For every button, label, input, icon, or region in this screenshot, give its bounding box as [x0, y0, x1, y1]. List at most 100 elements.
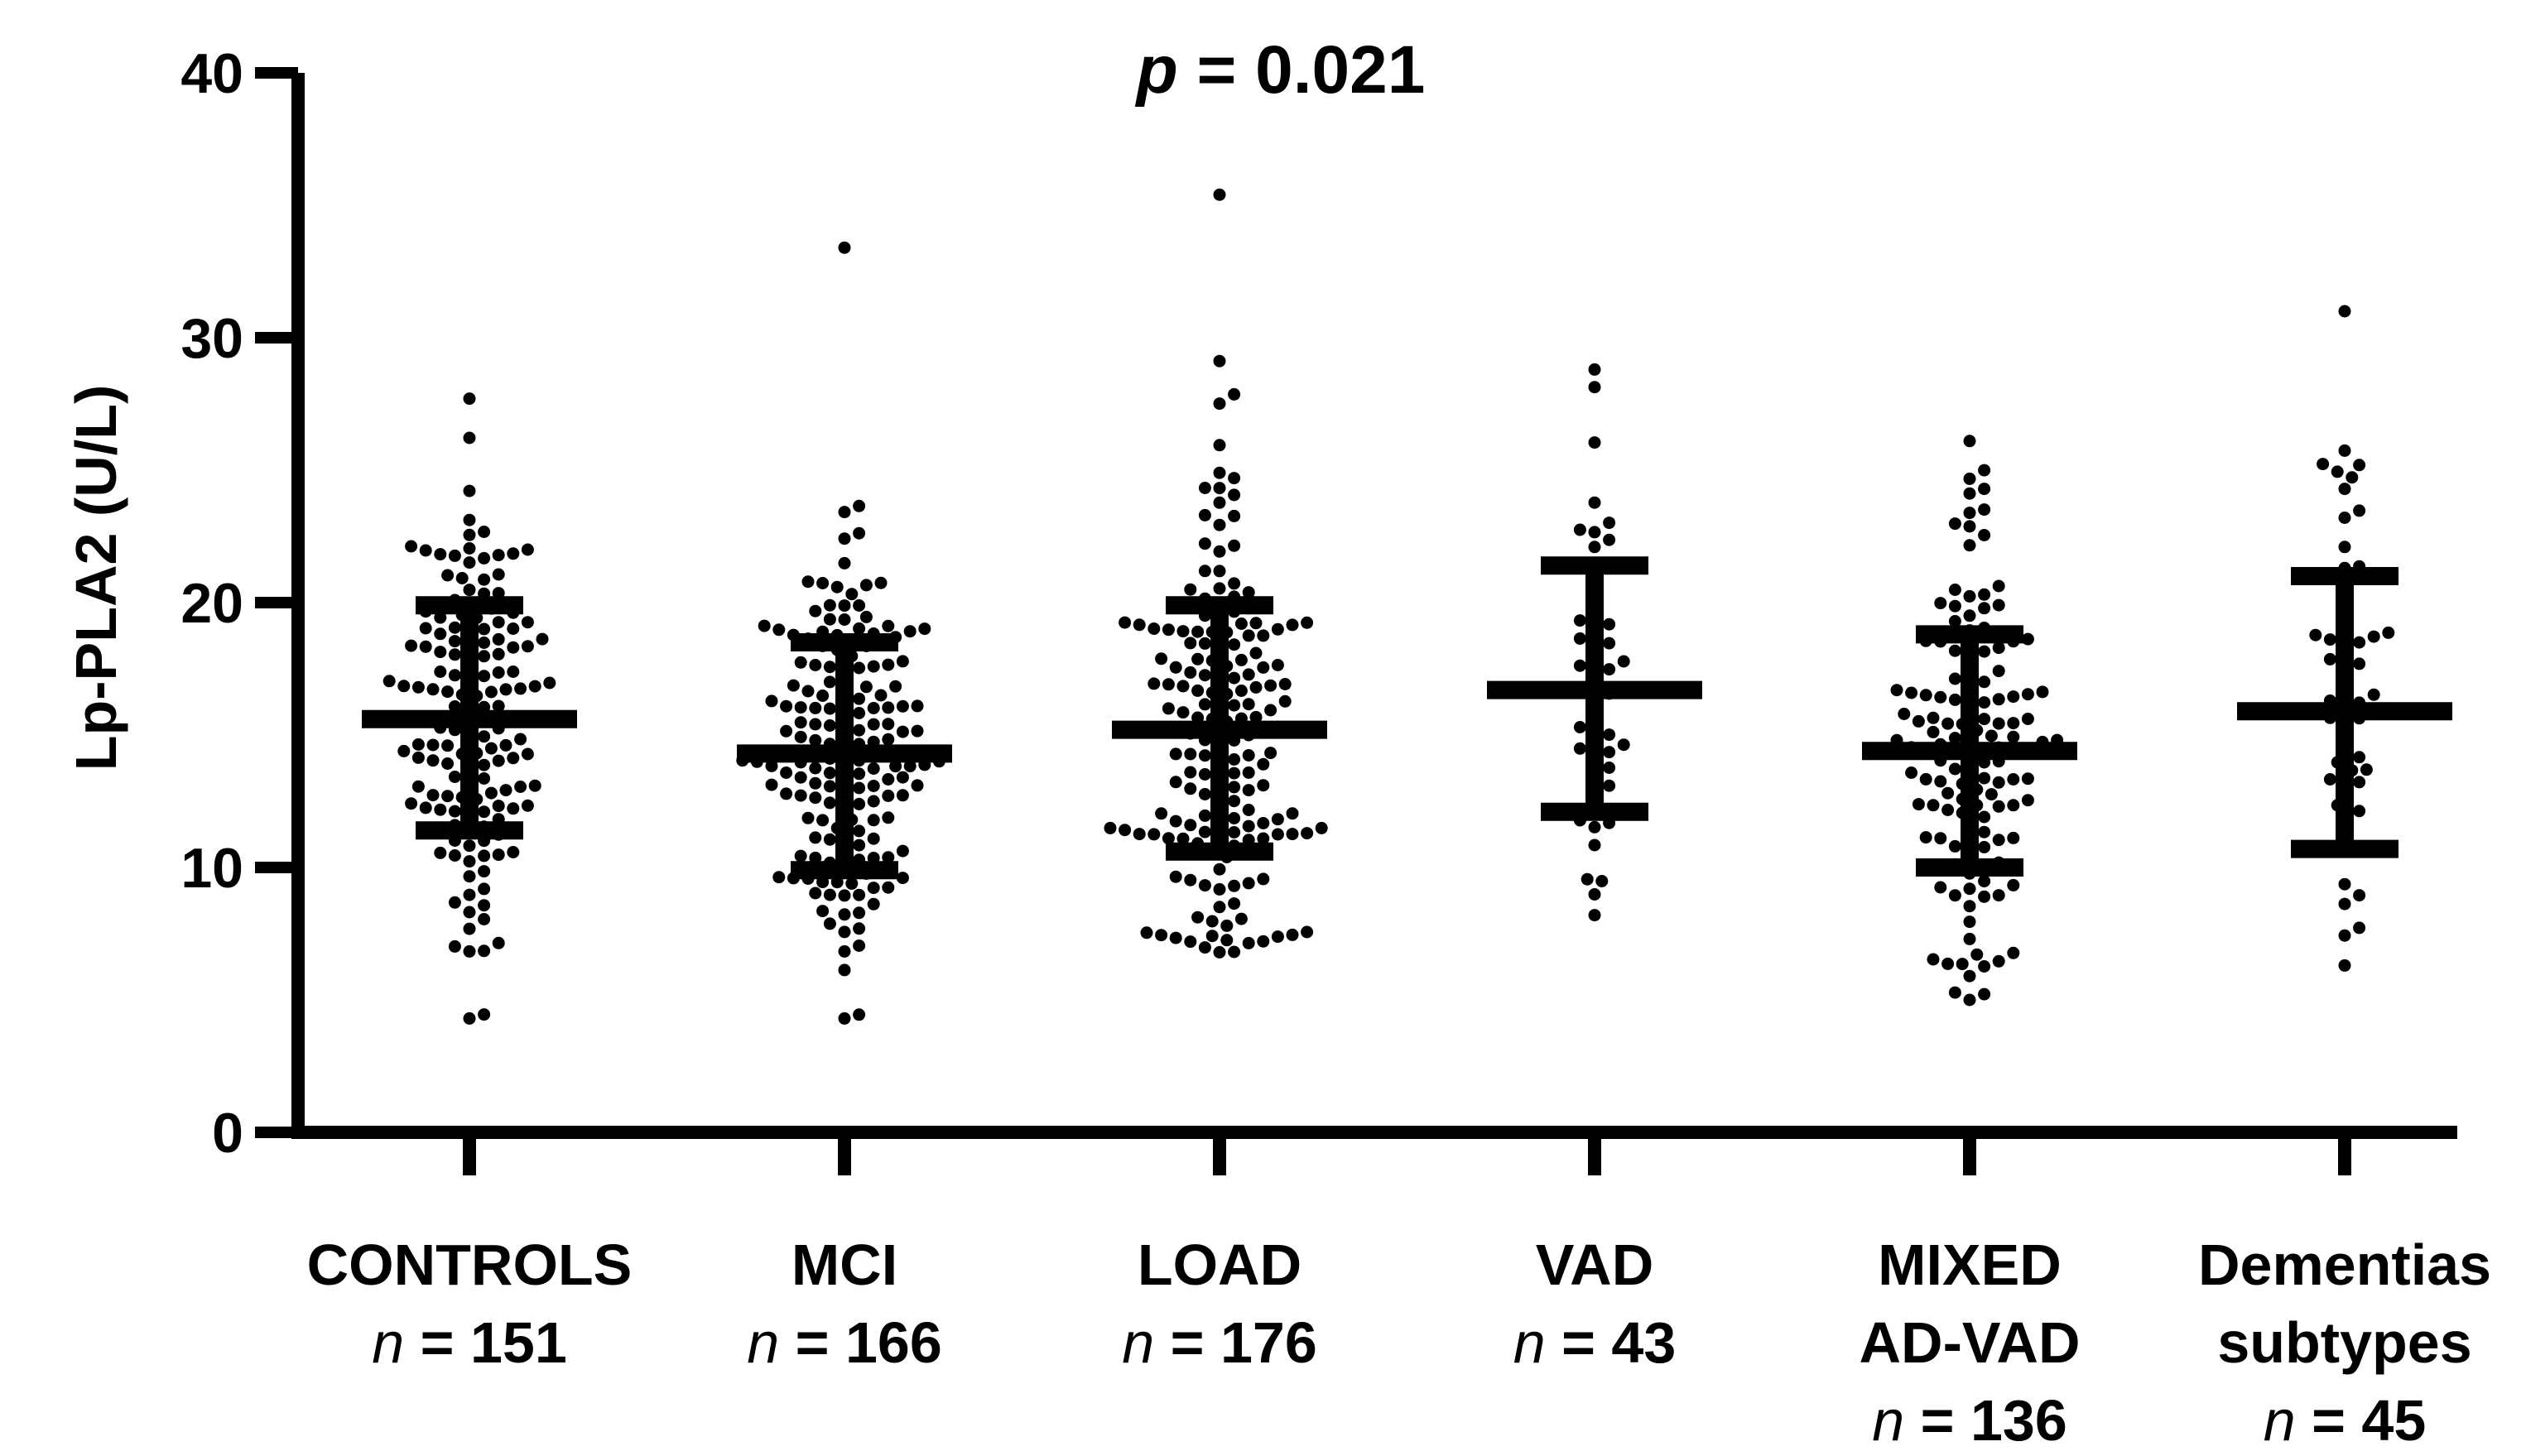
data-point — [478, 805, 491, 819]
data-point — [853, 797, 866, 810]
data-point — [1992, 954, 2005, 968]
data-point — [838, 944, 851, 958]
data-point — [1271, 659, 1284, 671]
data-point — [1963, 539, 1976, 552]
data-point — [853, 723, 866, 737]
data-point — [896, 872, 909, 885]
data-point — [2353, 657, 2366, 670]
data-point — [1588, 820, 1601, 834]
data-point — [809, 733, 822, 747]
data-point — [405, 639, 418, 652]
data-point — [1934, 597, 1947, 610]
data-point — [463, 944, 476, 958]
data-point — [809, 701, 822, 714]
data-point — [816, 905, 830, 918]
data-point — [419, 622, 432, 635]
data-point — [492, 800, 505, 813]
data-point — [499, 738, 512, 752]
data-point — [1286, 807, 1299, 820]
data-point — [1234, 653, 1248, 666]
data-point — [859, 579, 873, 592]
data-point — [1242, 819, 1255, 833]
data-point — [1992, 598, 2005, 612]
data-point — [1970, 948, 1984, 961]
data-point — [1963, 487, 1976, 500]
data-point — [1948, 732, 1961, 745]
data-point — [896, 655, 909, 668]
data-point — [492, 616, 505, 629]
data-point — [1176, 680, 1190, 693]
data-point — [521, 616, 534, 629]
data-point — [478, 913, 491, 925]
data-point — [2353, 459, 2366, 472]
data-point — [448, 621, 461, 634]
data-point — [1198, 879, 1211, 892]
data-point — [780, 699, 793, 713]
data-point — [2360, 763, 2373, 776]
data-point — [1956, 958, 1969, 971]
data-point — [478, 865, 491, 878]
data-point — [1228, 699, 1241, 712]
data-point — [780, 724, 793, 738]
y-tick-label: 40 — [180, 42, 243, 105]
data-point — [1948, 517, 1961, 531]
data-point — [492, 848, 505, 862]
data-point — [823, 833, 836, 846]
data-point — [809, 659, 822, 671]
data-point — [1264, 704, 1277, 717]
data-point — [1169, 870, 1182, 883]
data-point — [1213, 496, 1226, 509]
sample-size-label: n = 43 — [1513, 1310, 1677, 1375]
data-point — [419, 544, 432, 557]
data-point — [853, 922, 866, 935]
data-point — [889, 680, 902, 693]
data-point — [1264, 747, 1277, 760]
data-point — [1963, 993, 1976, 1007]
data-point — [441, 739, 455, 752]
data-point — [1927, 711, 1940, 724]
data-point — [1948, 672, 1961, 685]
category-label: Dementias — [2198, 1233, 2491, 1297]
data-point — [1588, 839, 1601, 852]
data-point — [478, 944, 491, 958]
data-point — [1941, 717, 1955, 730]
data-point — [2007, 773, 2020, 786]
data-point — [758, 619, 771, 632]
data-point — [448, 805, 461, 818]
data-point — [2338, 512, 2351, 524]
data-point — [1242, 629, 1255, 642]
data-point — [426, 683, 440, 696]
data-point — [1573, 614, 1586, 627]
data-point — [1162, 832, 1175, 845]
data-point — [1978, 810, 1991, 824]
data-point — [478, 526, 491, 538]
data-point — [1257, 629, 1270, 642]
data-point — [1588, 363, 1601, 376]
data-point — [478, 882, 491, 896]
data-point — [507, 547, 520, 560]
data-point — [896, 699, 909, 713]
data-point — [463, 484, 476, 497]
data-point — [1603, 746, 1616, 759]
y-tick-label: 10 — [180, 837, 243, 900]
data-point — [1963, 472, 1976, 485]
data-point — [1948, 644, 1961, 657]
data-point — [838, 1012, 851, 1025]
data-point — [1148, 622, 1161, 635]
data-point — [2367, 688, 2380, 701]
data-point — [853, 526, 866, 540]
data-point — [1978, 464, 1991, 477]
data-point — [1249, 617, 1263, 630]
data-point — [1948, 986, 1961, 999]
data-point — [1213, 901, 1226, 914]
data-point — [434, 627, 447, 641]
data-point — [405, 797, 418, 810]
data-point — [1617, 655, 1630, 668]
data-point — [1588, 526, 1601, 539]
data-point — [1978, 675, 1991, 689]
category-label: AD-VAD — [1859, 1310, 2080, 1375]
data-point — [1595, 875, 1609, 887]
data-point — [1198, 788, 1211, 800]
data-point — [1588, 909, 1601, 922]
data-point — [1985, 729, 1998, 742]
